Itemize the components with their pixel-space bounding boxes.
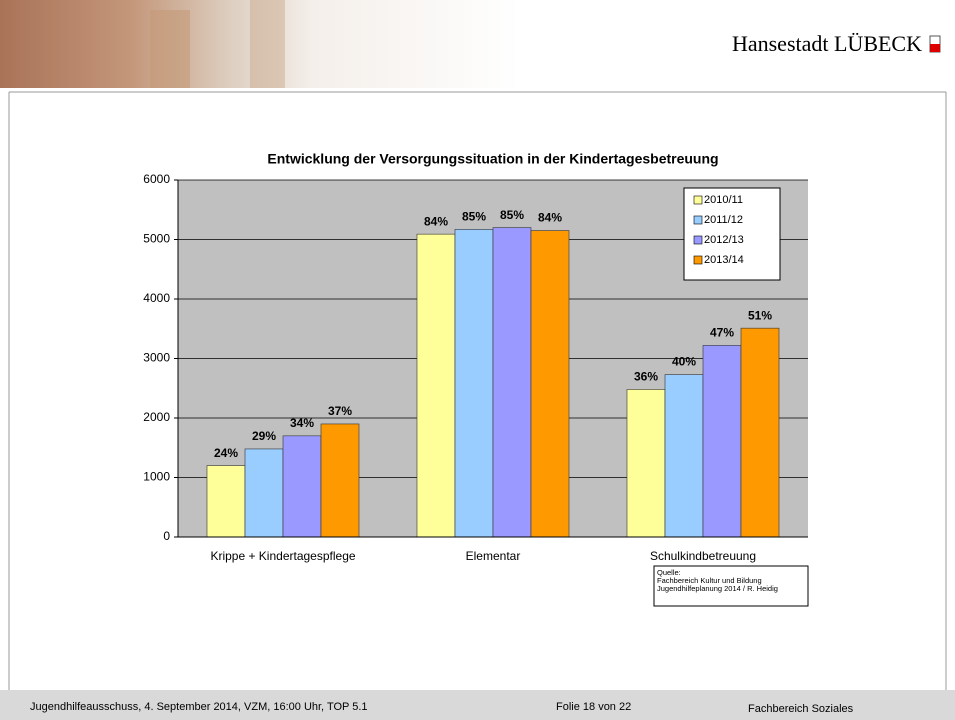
footer-slide: Folie 18 von 22 [556, 701, 631, 713]
data-label: 85% [500, 208, 524, 222]
source-text: Jugendhilfeplanung 2014 / R. Heidig [657, 584, 778, 593]
legend-swatch [693, 195, 703, 205]
source-text: Quelle: [657, 568, 681, 577]
footer-department: Fachbereich Soziales [748, 703, 854, 715]
data-label: 36% [634, 370, 658, 384]
legend-label: 2012/13 [704, 234, 744, 246]
footer-meeting: Jugendhilfeausschuss, 4. September 2014,… [30, 701, 368, 713]
legend-swatch [693, 255, 703, 265]
data-label: 51% [748, 308, 772, 322]
y-tick-label: 3000 [143, 351, 170, 365]
legend-swatch [693, 235, 703, 245]
chart-title: Entwicklung der Versorgungssituation in … [267, 151, 718, 167]
y-tick-label: 5000 [143, 232, 170, 246]
data-label: 84% [538, 211, 562, 225]
data-label: 24% [214, 446, 238, 460]
bar [320, 423, 360, 538]
data-label: 47% [710, 326, 734, 340]
x-tick-label: Krippe + Kindertagespflege [210, 549, 355, 563]
bar [702, 345, 742, 538]
legend-label: 2013/14 [704, 254, 744, 266]
data-label: 84% [424, 214, 448, 228]
bar [740, 327, 780, 538]
data-label: 34% [290, 416, 314, 430]
bar [206, 465, 246, 538]
logo [930, 44, 940, 52]
y-tick-label: 6000 [143, 172, 170, 186]
data-label: 85% [462, 210, 486, 224]
bar [244, 448, 284, 538]
bar [282, 435, 322, 538]
y-tick-label: 1000 [143, 470, 170, 484]
bar [416, 233, 456, 538]
legend-label: 2011/12 [704, 214, 743, 226]
legend-swatch [693, 215, 703, 225]
data-label: 29% [252, 429, 276, 443]
bar [492, 227, 532, 538]
header-tower [250, 0, 285, 88]
bar [454, 229, 494, 538]
source-text: Fachbereich Kultur und Bildung [657, 576, 762, 585]
bar [530, 230, 570, 538]
y-tick-label: 2000 [143, 410, 170, 424]
footer-band [0, 690, 955, 720]
legend-label: 2010/11 [704, 194, 743, 206]
bar [664, 374, 704, 538]
bar [626, 389, 666, 538]
x-tick-label: Schulkindbetreuung [650, 549, 756, 563]
data-label: 37% [328, 404, 352, 418]
x-tick-label: Elementar [466, 549, 521, 563]
y-tick-label: 0 [163, 529, 170, 543]
y-tick-label: 4000 [143, 291, 170, 305]
source-box [653, 565, 809, 607]
header-title: Hansestadt LÜBECK [732, 31, 922, 56]
data-label: 40% [672, 355, 696, 369]
header-tower [150, 10, 190, 88]
